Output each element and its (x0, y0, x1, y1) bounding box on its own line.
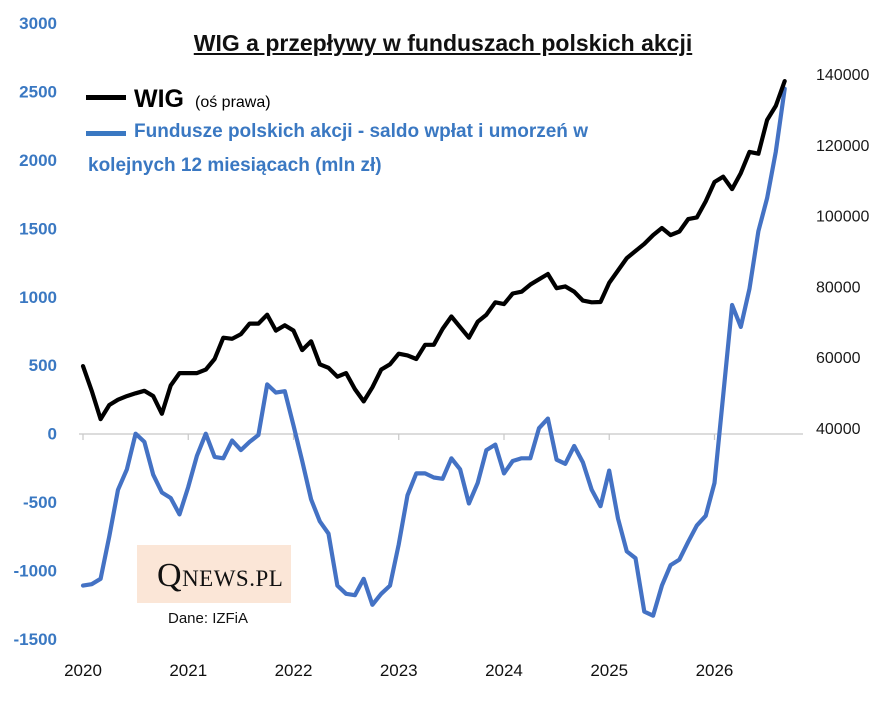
x-tick-label: 2026 (696, 661, 734, 680)
x-tick-label: 2025 (590, 661, 628, 680)
x-tick-label: 2024 (485, 661, 523, 680)
left-tick-label: 0 (48, 425, 57, 444)
left-tick-label: 1500 (19, 219, 57, 238)
x-tick-label: 2021 (169, 661, 207, 680)
x-tick-label: 2022 (275, 661, 313, 680)
right-tick-label: 60000 (816, 350, 861, 367)
left-tick-label: 2500 (19, 82, 57, 101)
right-tick-label: 120000 (816, 138, 869, 155)
left-axis-ticks: 3000 2500 2000 1500 1000 500 0 -500 -1000 -1500 (14, 14, 57, 649)
left-tick-label: -1500 (14, 630, 57, 649)
x-tick-label: 2020 (64, 661, 102, 680)
left-tick-label: 3000 (19, 14, 57, 33)
chart-title: WIG a przepływy w funduszach polskich ak… (193, 30, 693, 56)
left-tick-label: 1000 (19, 288, 57, 307)
right-tick-label: 140000 (816, 67, 869, 84)
right-tick-label: 80000 (816, 279, 861, 296)
left-tick-label: 2000 (19, 151, 57, 170)
logo-q: Q (157, 557, 183, 594)
wig-line (80, 78, 787, 422)
legend-funds-swatch (86, 131, 126, 136)
legend-wig-label: WIG (134, 85, 184, 113)
right-axis-ticks: 140000 120000 100000 80000 60000 40000 (816, 67, 869, 438)
left-tick-label: 500 (29, 356, 57, 375)
left-tick-label: -500 (23, 493, 57, 512)
legend-funds-label: Fundusze polskich akcji - saldo wpłat i … (134, 121, 588, 142)
right-tick-label: 40000 (816, 421, 861, 438)
legend-wig-note: (oś prawa) (195, 94, 271, 111)
x-tick-label: 2023 (380, 661, 418, 680)
qnews-logo: QNEWS.PL (137, 545, 291, 603)
logo-text: QNEWS.PL (157, 557, 283, 595)
source-note: Dane: IZFiA (168, 610, 249, 627)
legend-funds-label-line2: kolejnych 12 miesiącach (mln zł) (88, 155, 382, 176)
funds-flow-line (80, 86, 787, 618)
legend-wig-swatch (86, 95, 126, 100)
right-tick-label: 100000 (816, 209, 869, 226)
x-axis-ticks: 2020 2021 2022 2023 2024 2025 2026 (64, 434, 733, 680)
series-layer (80, 78, 787, 618)
logo-rest: NEWS.PL (182, 566, 284, 591)
left-tick-label: -1000 (14, 562, 57, 581)
